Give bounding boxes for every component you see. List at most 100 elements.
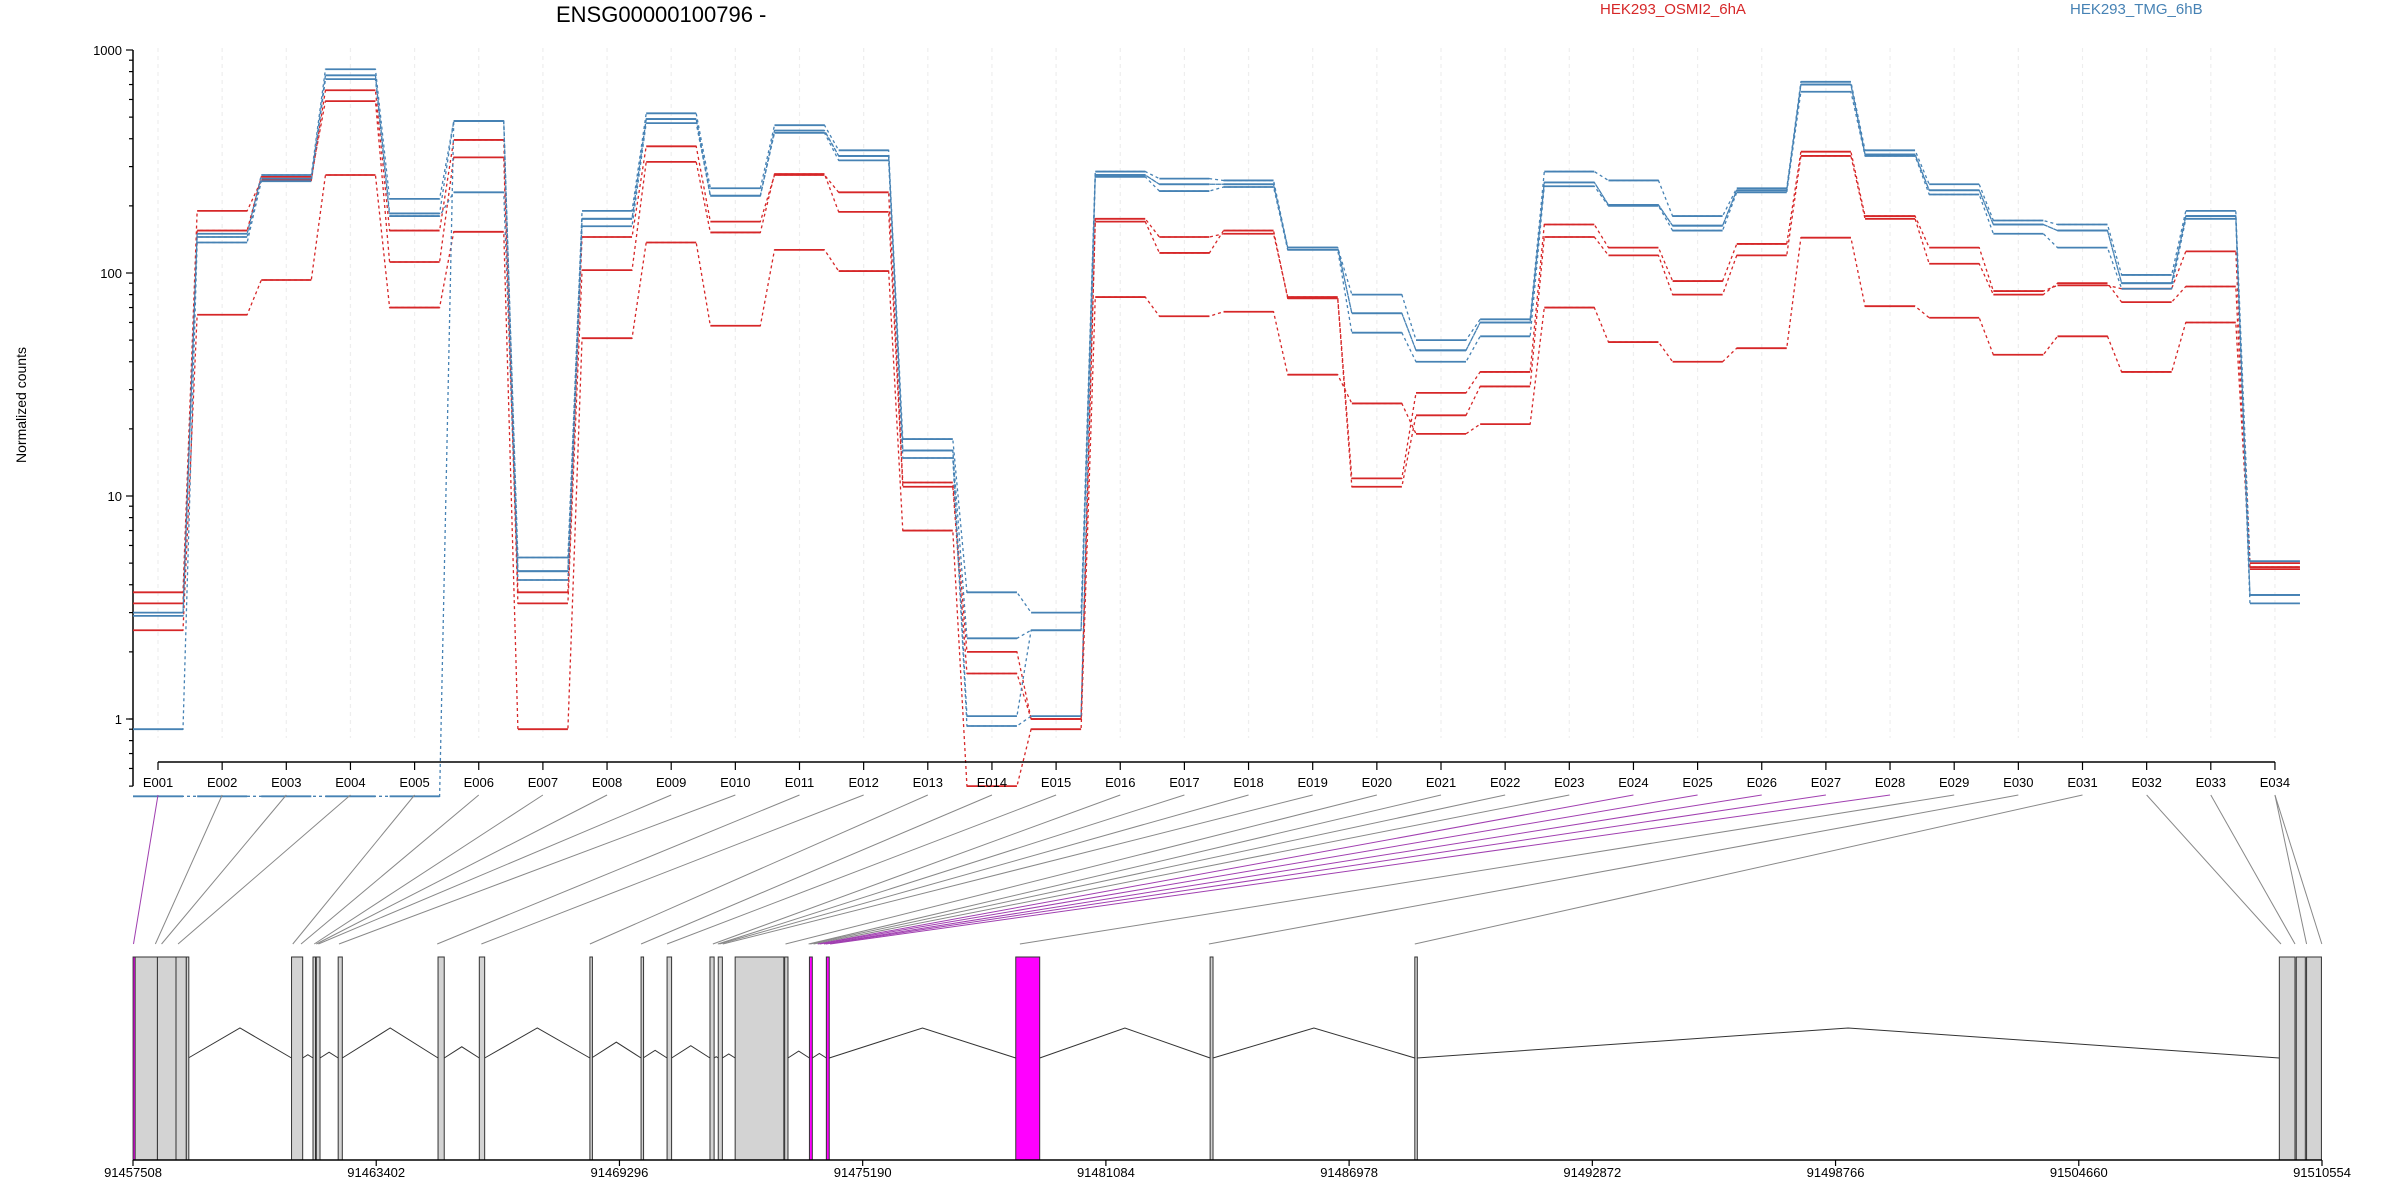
- exon-block: [312, 956, 317, 1161]
- x-tick-label: E030: [2003, 775, 2033, 790]
- intron-line: [713, 1056, 719, 1059]
- exon-connector: [133, 794, 159, 945]
- x-tick-label: E005: [399, 775, 429, 790]
- exon-connector: [819, 794, 1698, 945]
- x-tick-label: E013: [913, 775, 943, 790]
- exon-block: [808, 956, 813, 1161]
- exon-connector: [313, 794, 544, 945]
- intron-line: [787, 1050, 810, 1059]
- exon-connector: [589, 794, 929, 945]
- exon-connector: [1208, 794, 2019, 945]
- y-tick-label: 10: [108, 489, 122, 504]
- x-axis: E001 E002 E003 E004 E005 E006 E007 E008 E009 E010…: [143, 761, 2290, 790]
- exon-block: [1209, 956, 1214, 1161]
- legend-entry-series-2: HEK293_TMG_6hB: [2070, 1, 2203, 18]
- y-tick-label: 1: [115, 712, 122, 727]
- exon-gridlines: [157, 48, 2276, 738]
- gene-model: [132, 956, 2322, 1161]
- exon-connector: [292, 794, 415, 945]
- exon-block: [709, 956, 715, 1161]
- intron-line: [1039, 1027, 1211, 1059]
- x-tick-label: E028: [1875, 775, 1905, 790]
- genomic-tick-label: 91492872: [1563, 1165, 1621, 1180]
- x-tick-label: E006: [464, 775, 494, 790]
- exon-block: [717, 956, 723, 1161]
- x-tick-label: E032: [2131, 775, 2161, 790]
- genomic-tick-label: 91463402: [347, 1165, 405, 1180]
- exon-connector: [481, 794, 864, 945]
- exon-block: [156, 956, 177, 1161]
- intron-line: [829, 1027, 1016, 1059]
- exon-block: [784, 956, 789, 1161]
- intron-line: [443, 1046, 480, 1059]
- x-tick-label: E031: [2067, 775, 2097, 790]
- exon-connector: [719, 794, 1249, 945]
- x-tick-label: E010: [720, 775, 750, 790]
- series-lines: [133, 68, 2300, 798]
- exon-block: [589, 956, 593, 1161]
- intron-line: [319, 1051, 339, 1059]
- x-tick-label: E027: [1811, 775, 1841, 790]
- x-tick-label: E020: [1362, 775, 1392, 790]
- x-tick-label: E025: [1682, 775, 1712, 790]
- exon-block: [291, 956, 304, 1161]
- exon-connector: [154, 794, 223, 945]
- x-tick-label: E003: [271, 775, 301, 790]
- exon-block: [1414, 956, 1418, 1161]
- exon-block: [337, 956, 343, 1161]
- intron-line: [642, 1049, 668, 1059]
- x-tick-label: E019: [1298, 775, 1328, 790]
- exon-block: [478, 956, 486, 1161]
- x-tick-label: E033: [2196, 775, 2226, 790]
- x-tick-label: E018: [1233, 775, 1263, 790]
- x-tick-label: E014: [977, 775, 1007, 790]
- exon-connector: [1019, 794, 1955, 945]
- intron-line: [812, 1052, 827, 1059]
- exon-connector: [2274, 794, 2323, 945]
- exon-block: [2278, 956, 2296, 1161]
- genomic-tick-label: 91486978: [1320, 1165, 1378, 1180]
- exon-connector: [1414, 794, 2083, 945]
- series-line: [133, 100, 2300, 720]
- x-tick-label: E024: [1618, 775, 1648, 790]
- exon-connector: [161, 794, 287, 945]
- exon-block: [315, 956, 321, 1161]
- exon-block: [2306, 956, 2322, 1161]
- series-line: [133, 78, 2300, 730]
- genomic-tick-label: 91457508: [104, 1165, 162, 1180]
- genomic-tick-label: 91481084: [1077, 1165, 1135, 1180]
- exon-block: [175, 956, 187, 1161]
- x-tick-label: E002: [207, 775, 237, 790]
- exon-connector: [437, 794, 800, 945]
- exon-connector: [2274, 794, 2308, 945]
- intron-line: [1416, 1027, 2280, 1059]
- exon-connector: [808, 794, 1442, 945]
- x-tick-label: E012: [848, 775, 878, 790]
- exon-connector: [300, 794, 480, 945]
- series-line: [133, 68, 2300, 614]
- genomic-tick-label: 91510554: [2293, 1165, 2351, 1180]
- series-line: [133, 83, 2300, 797]
- exon-block: [134, 956, 158, 1161]
- x-tick-label: E029: [1939, 775, 1969, 790]
- genomic-coordinate-axis: 91457508 91463402 91469296 91475190 91481084…: [104, 1159, 2351, 1180]
- y-axis: 1 10 100 1000: [93, 43, 134, 787]
- exon-block: [666, 956, 673, 1161]
- exon-connector: [810, 794, 1506, 945]
- exon-block: [1015, 956, 1041, 1161]
- exon-connector: [823, 794, 1762, 945]
- x-tick-label: E011: [785, 775, 814, 790]
- exon-connector: [825, 794, 1826, 945]
- exon-connector: [2146, 794, 2282, 945]
- intron-line: [188, 1027, 292, 1059]
- x-tick-label: E034: [2260, 775, 2290, 790]
- exon-connector: [316, 794, 608, 945]
- chart-title: ENSG00000100796 -: [556, 2, 766, 27]
- x-tick-label: E023: [1554, 775, 1584, 790]
- intron-line: [1212, 1027, 1415, 1059]
- exon-connector: [722, 794, 1313, 945]
- exon-block: [734, 956, 785, 1161]
- exon-connector: [817, 794, 1634, 945]
- x-tick-label: E016: [1105, 775, 1135, 790]
